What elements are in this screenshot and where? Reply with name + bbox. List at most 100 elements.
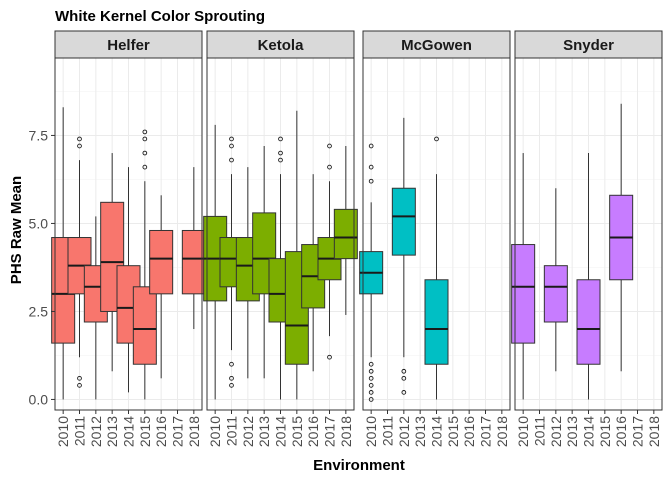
x-tick-label: 2010 [207,416,223,447]
outlier-point [77,383,82,388]
x-tick-label: 2014 [273,416,289,447]
x-tick-label: 2014 [429,416,445,447]
outlier-point [229,383,234,388]
x-tick-label: 2017 [322,416,338,447]
x-tick-label: 2012 [548,416,564,447]
outlier-point [368,361,374,367]
x-tick-label: 2010 [515,416,531,447]
outlier-point [327,143,332,149]
outlier-point [368,375,374,381]
x-tick-label: 2010 [55,416,71,447]
outlier-point [327,354,332,360]
x-tick-label: 2013 [412,416,428,447]
outlier-point [142,164,148,170]
x-tick-label: 2016 [305,416,321,447]
box-iqr [149,229,174,295]
y-axis: 0.0 2.5 5.0 7.5 [29,127,55,407]
x-tick-label: 2011 [72,416,88,446]
outlier-point [368,368,374,374]
x-tick-label: 2017 [478,416,494,447]
outlier-point [229,136,234,142]
outlier-point [401,390,407,395]
outlier-point [278,136,283,142]
y-tick-label: 2.5 [29,303,49,319]
box-snyder-2016 [609,103,634,372]
x-tick-label: 2016 [461,416,477,447]
box-iqr [424,279,449,365]
box-iqr [543,265,568,323]
box-iqr [511,244,536,344]
x-tick-label: 2017 [170,416,186,447]
outlier-point [142,129,148,135]
x-tick-label: 2015 [445,416,461,447]
facet-panel-ketola: Ketola 2010 2011 2012 2013 2014 2015 2016 2017 20… [203,30,358,447]
x-tick-label: 2018 [646,416,662,447]
outlier-point [368,383,374,388]
box-mcgowen-2012 [391,117,416,395]
x-tick-label: 2018 [494,416,510,447]
chart-title: White Kernel Color Sprouting [55,8,265,25]
x-tick-label: 2011 [224,416,240,446]
x-tick-label: 2015 [597,416,613,447]
box-helfer-2015 [132,129,157,400]
box-iqr [391,187,416,256]
x-tick-label: 2015 [137,416,153,447]
facet-panel-mcgowen: McGowen 2010 2011 2012 2013 2014 2015 2016 2017 2… [359,30,511,447]
y-tick-label: 0.0 [29,391,49,407]
outlier-point [229,143,234,149]
outlier-point [142,150,148,156]
x-tick-label: 2013 [564,416,580,447]
x-tick-label: 2015 [289,416,305,447]
facet-strip-label: Ketola [258,37,305,54]
x-axis-title: Environment [313,457,405,474]
x-tick-label: 2013 [256,416,272,447]
facet-panel-snyder: Snyder 2010 2011 2012 2013 2014 2015 2016 2017 20… [511,30,663,447]
outlier-point [77,136,82,142]
outlier-point [77,375,82,381]
outlier-point [368,397,374,402]
outlier-point [401,375,407,381]
x-tick-label: 2013 [104,416,120,447]
outlier-point [368,143,374,149]
box-snyder-2012 [543,188,568,372]
outlier-point [368,164,374,170]
box-snyder-2014 [576,153,601,400]
outlier-point [401,368,407,374]
outlier-point [368,390,374,395]
facet-strip-label: McGowen [401,37,472,54]
x-tick-label: 2017 [630,416,646,447]
x-tick-label: 2011 [380,416,396,446]
box-iqr [132,286,157,365]
x-tick-label: 2012 [88,416,104,447]
box-iqr [576,279,601,365]
x-tick-label: 2018 [186,416,202,447]
x-tick-label: 2012 [240,416,256,447]
y-tick-label: 7.5 [29,127,49,143]
x-tick-label: 2012 [396,416,412,447]
outlier-point [77,143,82,149]
facet-strip [362,30,511,59]
facet-panel-helfer: Helfer 2010 2011 2012 2013 2014 2015 2016 2017 20… [51,30,206,447]
outlier-point [229,157,234,163]
box-mcgowen-2014 [424,136,449,400]
x-tick-label: 2014 [121,416,137,447]
box-mcgowen-2010 [359,143,384,402]
x-tick-label: 2016 [153,416,169,447]
outlier-point [229,375,234,381]
outlier-point [278,150,283,156]
y-axis-title: PHS Raw Mean [8,176,25,284]
x-tick-label: 2011 [532,416,548,446]
outlier-point [327,164,332,170]
outlier-point [368,178,374,184]
x-tick-label: 2014 [581,416,597,447]
box-helfer-2016 [149,195,174,379]
outlier-point [278,157,283,163]
outlier-point [142,136,148,142]
y-tick-label: 5.0 [29,215,49,231]
x-tick-label: 2010 [363,416,379,447]
facet-strip [206,30,355,59]
facet-strip-label: Helfer [107,37,150,54]
x-tick-label: 2016 [613,416,629,447]
